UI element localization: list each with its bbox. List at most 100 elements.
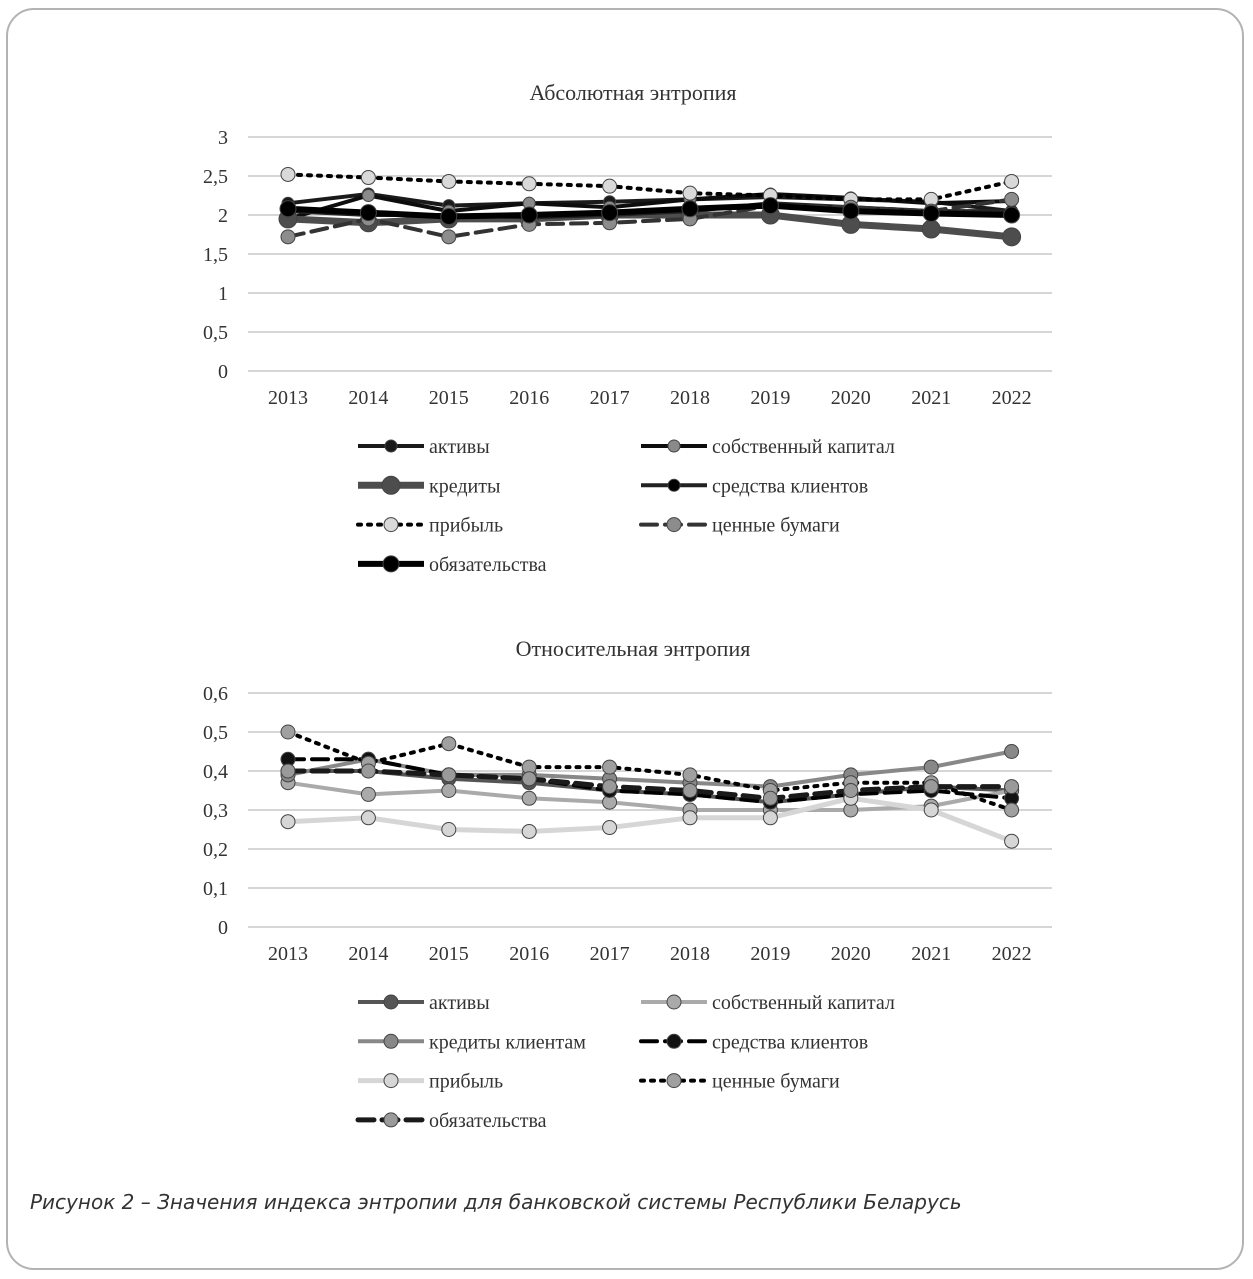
- legend-item: активы: [358, 436, 490, 458]
- figure-caption: Рисунок 2 – Значения индекса энтропии дл…: [30, 1190, 962, 1214]
- data-point: [1004, 744, 1020, 759]
- series-line: [286, 197, 1014, 239]
- legend-item: кредиты: [358, 475, 500, 497]
- y-tick-label: 1: [218, 283, 228, 305]
- x-tick-label: 2013: [268, 943, 308, 965]
- legend-marker: [383, 1112, 399, 1128]
- legend-marker: [381, 475, 401, 495]
- data-point: [1004, 173, 1020, 189]
- legend-label: средства клиентов: [712, 1031, 868, 1053]
- chart-1: Абсолютная энтропия 0 0,5 1 1,5 2 2,5 3 2013 2014…: [203, 80, 1052, 576]
- data-point: [360, 810, 376, 826]
- y-tick-label: 0: [218, 917, 228, 939]
- data-point: [441, 767, 457, 783]
- data-point: [923, 759, 939, 775]
- y-tick-label: 0,6: [203, 683, 228, 705]
- legend-label: активы: [429, 992, 490, 1014]
- data-point: [761, 197, 779, 215]
- legend-item: активы: [358, 992, 490, 1014]
- data-point: [602, 759, 618, 775]
- data-point: [682, 810, 698, 826]
- data-point: [521, 771, 537, 787]
- series-line: [285, 768, 1015, 801]
- series-7: [279, 197, 1021, 226]
- data-point: [602, 779, 618, 795]
- legend: активы собственный капитал кредиты средства…: [356, 436, 895, 576]
- x-tick-label: 2013: [268, 387, 308, 409]
- x-tick-label: 2017: [590, 943, 630, 965]
- y-tick-label: 0,5: [203, 722, 228, 744]
- data-point: [360, 170, 376, 186]
- legend-item: кредиты клиентам: [358, 1031, 586, 1053]
- data-point: [280, 763, 296, 779]
- data-point: [1004, 191, 1020, 207]
- legend-marker: [667, 478, 681, 492]
- data-point: [280, 166, 296, 182]
- series-5: [280, 790, 1020, 849]
- legend-marker: [667, 439, 681, 453]
- legend-label: ценные бумаги: [712, 1071, 840, 1093]
- series-line: [287, 780, 1012, 812]
- data-point: [682, 185, 698, 201]
- series-line: [286, 757, 1014, 805]
- legend-label: средства клиентов: [712, 475, 868, 497]
- legend-item: собственный капитал: [641, 992, 895, 1014]
- legend-item: прибыль: [356, 515, 503, 537]
- data-point: [762, 790, 778, 806]
- data-point: [682, 783, 698, 798]
- x-tick-label: 2016: [509, 387, 549, 409]
- legend-item: обязательства: [355, 1110, 547, 1132]
- legend-label: собственный капитал: [712, 992, 895, 1014]
- data-point: [280, 814, 296, 830]
- y-tick-label: 1,5: [203, 244, 228, 266]
- x-tick-label: 2017: [590, 387, 630, 409]
- data-point: [441, 736, 457, 752]
- chart-title: Абсолютная энтропия: [529, 80, 736, 105]
- legend-item: собственный капитал: [641, 436, 895, 458]
- legend-item: ценные бумаги: [639, 515, 840, 537]
- data-point: [361, 189, 375, 202]
- legend-marker: [666, 1033, 682, 1049]
- y-tick-label: 3: [218, 127, 228, 149]
- x-tick-label: 2016: [509, 943, 549, 965]
- series-line: [287, 795, 1013, 844]
- series-7: [280, 763, 1020, 806]
- x-tick-label: 2022: [992, 943, 1032, 965]
- data-point: [1004, 833, 1020, 849]
- x-tick-label: 2019: [750, 387, 790, 409]
- series-line: [286, 730, 1014, 812]
- y-tick-label: 2,5: [203, 166, 228, 188]
- x-tick-label: 2021: [911, 943, 951, 965]
- data-point: [921, 219, 941, 239]
- data-point: [602, 178, 618, 194]
- legend-marker: [666, 517, 682, 533]
- data-point: [441, 173, 457, 189]
- series-5: [280, 166, 1020, 207]
- data-point: [923, 802, 939, 818]
- legend-marker: [383, 1073, 399, 1089]
- data-point: [843, 783, 859, 798]
- legend-item: обязательства: [358, 554, 547, 576]
- y-tick-label: 0,4: [203, 761, 228, 783]
- x-tick-label: 2014: [348, 943, 388, 965]
- data-point: [441, 229, 457, 245]
- legend-label: ценные бумаги: [712, 515, 840, 537]
- legend-item: ценные бумаги: [639, 1071, 840, 1093]
- y-tick-label: 0: [218, 361, 228, 383]
- chart-2: Относительная энтропия 0 0,1 0,2 0,3 0,4 0,5 0,…: [203, 636, 1052, 1132]
- legend-label: обязательства: [429, 1110, 547, 1132]
- series-line: [287, 202, 1012, 220]
- data-point: [842, 202, 860, 220]
- series-line: [286, 172, 1014, 202]
- legend-label: кредиты клиентам: [429, 1031, 586, 1053]
- legend-item: прибыль: [358, 1071, 503, 1093]
- legend: активы собственный капитал кредиты клиента…: [355, 992, 895, 1132]
- x-tick-label: 2022: [992, 387, 1032, 409]
- data-point: [359, 204, 377, 222]
- data-point: [360, 763, 376, 779]
- data-point: [762, 810, 778, 826]
- legend-item: средства клиентов: [641, 475, 868, 497]
- x-tick-label: 2018: [670, 387, 710, 409]
- chart-title: Относительная энтропия: [516, 636, 751, 661]
- data-point: [520, 206, 538, 224]
